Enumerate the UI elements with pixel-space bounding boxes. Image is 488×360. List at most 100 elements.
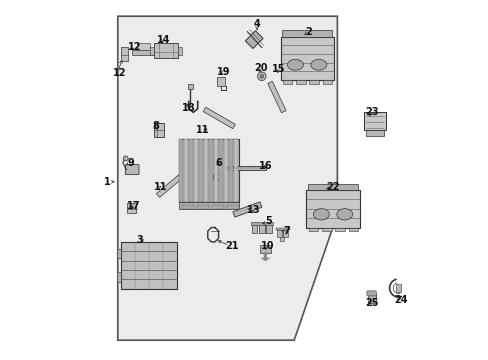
- Bar: [250, 222, 273, 225]
- Bar: [153, 43, 178, 58]
- Bar: [217, 77, 225, 86]
- Bar: [156, 172, 185, 197]
- Text: 20: 20: [253, 63, 267, 73]
- Bar: [199, 139, 203, 202]
- Bar: [245, 31, 263, 49]
- Text: 12: 12: [128, 42, 141, 52]
- Bar: [307, 184, 357, 190]
- Text: 5: 5: [265, 216, 272, 226]
- Bar: [232, 202, 262, 217]
- Text: 25: 25: [365, 298, 378, 308]
- Text: 8: 8: [153, 121, 160, 131]
- Text: 19: 19: [216, 67, 230, 77]
- Bar: [308, 228, 318, 231]
- Bar: [251, 224, 257, 233]
- Bar: [363, 112, 386, 130]
- Text: 6: 6: [215, 158, 222, 168]
- Bar: [132, 50, 153, 55]
- Bar: [229, 139, 233, 202]
- Bar: [182, 205, 194, 209]
- Bar: [178, 47, 182, 55]
- Text: 22: 22: [325, 182, 339, 192]
- Ellipse shape: [310, 59, 326, 70]
- Text: 4: 4: [253, 19, 260, 30]
- Bar: [258, 224, 264, 233]
- Bar: [204, 139, 207, 202]
- Bar: [259, 245, 270, 253]
- Bar: [295, 80, 305, 84]
- FancyArrow shape: [261, 253, 269, 261]
- Bar: [187, 84, 193, 89]
- Text: 23: 23: [365, 107, 378, 117]
- Circle shape: [260, 75, 263, 78]
- Text: 16: 16: [258, 161, 272, 171]
- Bar: [321, 228, 331, 231]
- Bar: [121, 242, 177, 289]
- Bar: [322, 80, 332, 84]
- Text: 2: 2: [305, 27, 311, 37]
- Ellipse shape: [336, 209, 352, 220]
- Text: 1: 1: [103, 177, 110, 187]
- Bar: [265, 224, 271, 233]
- Bar: [367, 294, 375, 303]
- Bar: [366, 130, 383, 136]
- Text: 9: 9: [127, 158, 134, 168]
- Bar: [153, 123, 163, 137]
- Bar: [212, 205, 224, 209]
- Bar: [282, 30, 331, 37]
- Bar: [276, 230, 281, 237]
- Bar: [214, 139, 218, 202]
- Text: 12: 12: [112, 68, 126, 78]
- Bar: [179, 139, 183, 202]
- Polygon shape: [118, 16, 337, 340]
- Bar: [276, 228, 289, 230]
- FancyBboxPatch shape: [366, 291, 375, 296]
- Bar: [136, 43, 150, 50]
- Bar: [179, 139, 239, 202]
- Bar: [234, 139, 238, 202]
- Text: 21: 21: [224, 240, 238, 251]
- Text: 11: 11: [196, 125, 209, 135]
- Bar: [150, 47, 153, 55]
- Text: 15: 15: [271, 64, 285, 74]
- Ellipse shape: [287, 59, 303, 70]
- Bar: [267, 81, 285, 113]
- Text: 24: 24: [393, 294, 407, 305]
- Bar: [127, 203, 136, 213]
- Bar: [121, 47, 127, 61]
- Bar: [308, 80, 318, 84]
- Bar: [282, 80, 292, 84]
- Bar: [194, 139, 198, 202]
- Text: 11: 11: [154, 182, 167, 192]
- Bar: [334, 228, 344, 231]
- Circle shape: [213, 174, 220, 181]
- Bar: [189, 139, 192, 202]
- Text: 3: 3: [136, 235, 142, 246]
- Text: 17: 17: [126, 201, 140, 211]
- Text: 18: 18: [182, 103, 195, 113]
- Bar: [279, 237, 284, 241]
- Bar: [224, 139, 228, 202]
- Bar: [209, 139, 213, 202]
- Circle shape: [123, 156, 128, 161]
- Bar: [280, 37, 333, 80]
- Text: 13: 13: [246, 204, 260, 215]
- Text: 14: 14: [157, 35, 170, 45]
- Bar: [179, 202, 239, 209]
- FancyBboxPatch shape: [125, 165, 139, 175]
- Ellipse shape: [313, 209, 328, 220]
- Circle shape: [257, 72, 265, 81]
- Text: 10: 10: [261, 240, 274, 251]
- Bar: [219, 139, 223, 202]
- Bar: [203, 107, 235, 129]
- Bar: [227, 205, 239, 209]
- Bar: [348, 228, 358, 231]
- Bar: [117, 249, 121, 258]
- Bar: [197, 205, 209, 209]
- Bar: [117, 273, 121, 282]
- Bar: [396, 284, 400, 292]
- Bar: [225, 166, 265, 170]
- Bar: [306, 190, 359, 228]
- Text: 7: 7: [283, 226, 290, 236]
- Bar: [183, 139, 187, 202]
